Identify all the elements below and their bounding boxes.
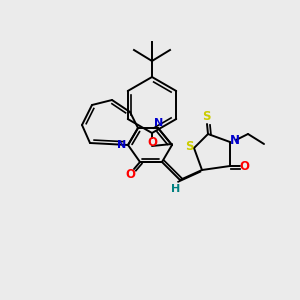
Text: O: O bbox=[125, 167, 135, 181]
Text: H: H bbox=[171, 184, 181, 194]
Text: O: O bbox=[239, 160, 249, 172]
Text: N: N bbox=[154, 118, 164, 128]
Text: N: N bbox=[117, 140, 127, 150]
Text: S: S bbox=[185, 140, 193, 154]
Text: S: S bbox=[202, 110, 210, 122]
Text: O: O bbox=[147, 136, 157, 148]
Text: N: N bbox=[230, 134, 240, 148]
